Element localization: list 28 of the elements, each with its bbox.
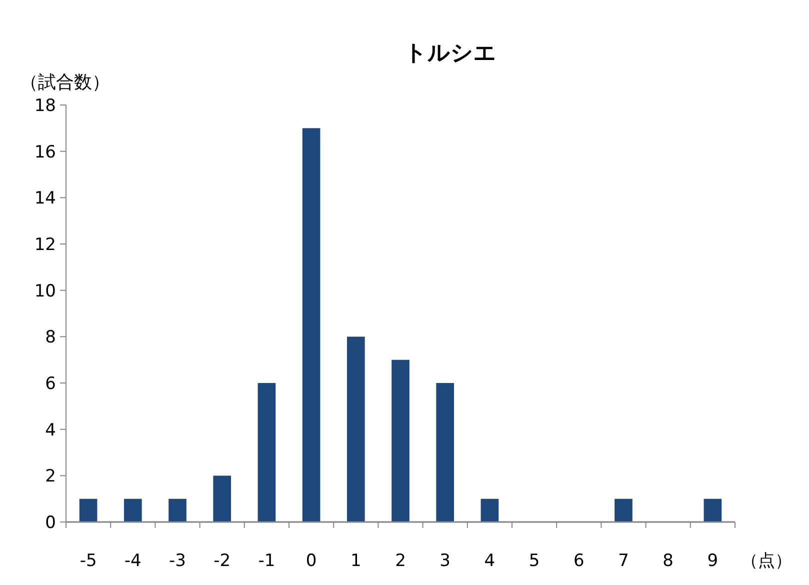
chart-title: トルシエ [404, 41, 496, 66]
x-tick-label: -1 [258, 551, 276, 571]
x-tick-label: -3 [169, 551, 186, 571]
y-tick-label: 12 [34, 235, 56, 255]
y-tick-label: 18 [34, 96, 56, 116]
x-tick-label: 3 [440, 551, 451, 571]
y-tick-label: 16 [34, 142, 56, 162]
x-tick-label: 4 [484, 551, 496, 571]
x-tick-label: -4 [124, 551, 142, 571]
y-tick-label: 4 [45, 420, 56, 440]
x-tick-label: 5 [528, 551, 540, 571]
x-tick-label: 8 [662, 551, 674, 571]
x-tick-label: 7 [618, 551, 629, 571]
x-tick-label: 2 [395, 551, 406, 571]
x-tick-label: 0 [306, 551, 317, 571]
y-tick-label: 2 [45, 466, 56, 487]
y-axis-title: （試合数） [20, 72, 110, 93]
x-tick-label: -2 [214, 551, 231, 571]
x-axis-title: （点） [741, 551, 792, 571]
y-tick-label: 10 [34, 281, 56, 302]
x-tick-label: 6 [573, 551, 584, 571]
x-tick-label: -5 [80, 551, 97, 571]
x-tick-label: 1 [350, 551, 362, 571]
y-tick-label: 6 [45, 374, 56, 394]
y-tick-label: 8 [45, 328, 56, 348]
y-tick-label: 14 [34, 188, 56, 209]
y-tick-label: 0 [45, 513, 56, 533]
x-tick-label: 9 [707, 551, 718, 571]
